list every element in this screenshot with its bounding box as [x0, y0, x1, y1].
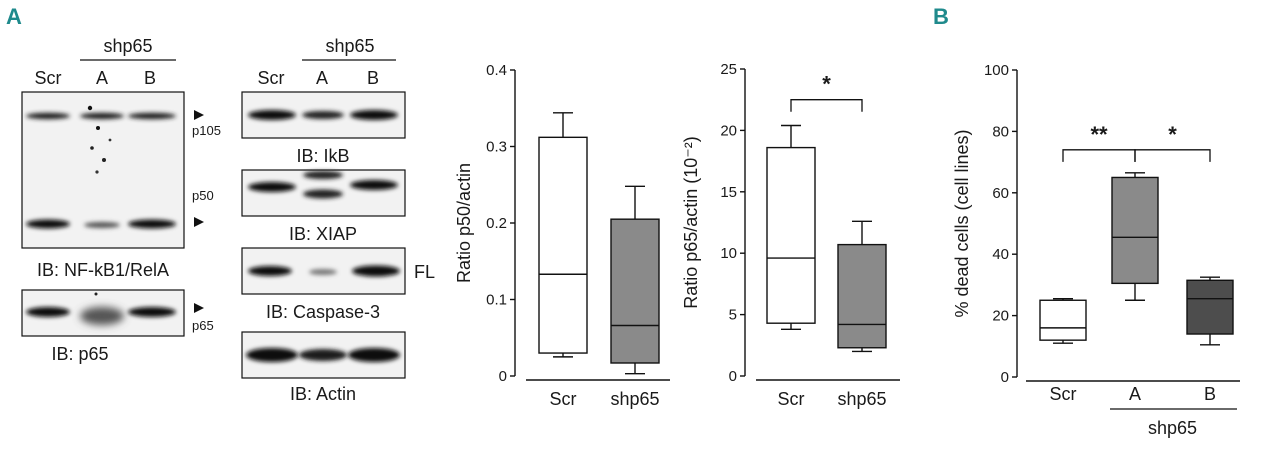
box-shp65 — [610, 218, 660, 364]
x-category-label: B — [1204, 384, 1216, 404]
band-xiap-a-upper — [303, 171, 343, 179]
left-lane-b: B — [144, 68, 156, 88]
y-axis-title: % dead cells (cell lines) — [952, 129, 972, 317]
caption-caspase3: IB: Caspase-3 — [266, 302, 380, 322]
x-category-label: shp65 — [837, 389, 886, 409]
y-axis-title: Ratio p65/actin (10⁻²) — [681, 136, 701, 309]
caption-p65: IB: p65 — [51, 344, 108, 364]
y-tick-label: 0 — [729, 368, 737, 385]
y-tick-label: 80 — [992, 123, 1009, 140]
arrow-p50-icon — [194, 217, 204, 227]
blot-speck — [108, 138, 112, 142]
arrow-p105-icon — [194, 110, 204, 120]
middle-shp65-label: shp65 — [325, 36, 374, 56]
y-tick-label: 100 — [984, 62, 1009, 79]
y-tick-label: 0 — [1001, 369, 1009, 386]
significance-stars: * — [1168, 122, 1177, 147]
panel-letter-a: A — [6, 4, 22, 29]
y-tick-label: 15 — [720, 184, 737, 201]
arrow-p65-icon — [194, 303, 204, 313]
significance-stars: ** — [1090, 122, 1108, 147]
blot-speck — [96, 126, 100, 130]
band-p50-scr — [26, 219, 70, 229]
y-tick-label: 20 — [992, 308, 1009, 325]
band-xiap-a-lower — [303, 189, 343, 199]
group-label: shp65 — [1148, 418, 1197, 438]
middle-lane-b: B — [367, 68, 379, 88]
blot-speck — [87, 105, 93, 111]
box-a — [1111, 176, 1159, 285]
band-xiap-b — [350, 180, 398, 190]
y-tick-label: 0.4 — [486, 62, 507, 79]
band-p65-a — [80, 307, 124, 325]
label-p105: p105 — [192, 123, 221, 138]
blot-speck — [90, 146, 94, 150]
middle-blot-group: shp65 Scr A B IB: IkB IB: XIAP FL IB: Ca… — [241, 36, 435, 404]
caption-xiap: IB: XIAP — [289, 224, 357, 244]
blot-speck — [102, 158, 106, 162]
band-ikb-a — [302, 111, 344, 119]
band-p50-a — [84, 222, 120, 228]
band-p105-b — [128, 112, 176, 120]
significance-stars: * — [822, 72, 831, 97]
band-p65-scr — [26, 307, 70, 317]
y-axis-title: Ratio p50/actin — [454, 163, 474, 283]
left-blot-group: shp65 Scr A B p105 p50 IB: NF-kB1/RelA p… — [21, 36, 221, 364]
band-p65-b — [128, 307, 176, 317]
label-fl: FL — [414, 262, 435, 282]
y-tick-label: 5 — [729, 307, 737, 324]
left-shp65-label: shp65 — [103, 36, 152, 56]
significance-bracket — [790, 99, 863, 112]
box-scr — [766, 146, 816, 324]
band-ikb-scr — [248, 110, 296, 120]
y-tick-label: 0.3 — [486, 139, 507, 156]
y-tick-label: 10 — [720, 245, 737, 262]
chart-p50-actin: 0 0.1 0.2 0.3 0.4 Ratio p50/actin Scr shp65 — [454, 62, 670, 409]
box-scr — [538, 136, 588, 354]
x-category-label: Scr — [1050, 384, 1077, 404]
caption-nfkb: IB: NF-kB1/RelA — [37, 260, 169, 280]
band-actin-b — [348, 348, 400, 362]
box-b — [1186, 279, 1234, 335]
band-caspase3-a — [309, 269, 337, 275]
left-lane-scr: Scr — [35, 68, 62, 88]
band-p105-scr — [26, 112, 70, 120]
significance-bracket — [1062, 149, 1136, 162]
blot-speck — [94, 292, 98, 296]
band-actin-a — [299, 349, 347, 361]
y-tick-label: 60 — [992, 185, 1009, 202]
x-category-label: shp65 — [610, 389, 659, 409]
left-lane-a: A — [96, 68, 108, 88]
band-xiap-scr — [248, 182, 296, 192]
chart-dead-cells: 0 20 40 60 80 100 % dead cells (cell lines) Scr… — [952, 62, 1240, 438]
significance-bracket — [1134, 149, 1211, 162]
x-category-label: Scr — [550, 389, 577, 409]
band-caspase3-scr — [248, 266, 292, 276]
y-tick-label: 25 — [720, 61, 737, 78]
band-actin-scr — [246, 348, 298, 362]
chart-p65-actin: 0 5 10 15 20 25 Ratio p65/actin (10⁻²) Scr shp65… — [681, 61, 900, 409]
label-p65: p65 — [192, 318, 214, 333]
box-shp65 — [837, 243, 887, 349]
blot-speck — [95, 170, 99, 174]
middle-lane-a: A — [316, 68, 328, 88]
label-p50: p50 — [192, 188, 214, 203]
y-tick-label: 0.2 — [486, 215, 507, 232]
band-caspase3-b — [352, 265, 400, 277]
y-tick-label: 0 — [499, 368, 507, 385]
box-scr — [1039, 299, 1087, 341]
x-category-label: A — [1129, 384, 1141, 404]
panel-letter-b: B — [933, 4, 949, 29]
y-tick-label: 20 — [720, 122, 737, 139]
band-p105-a — [80, 112, 124, 120]
band-p50-b — [128, 219, 176, 229]
middle-lane-scr: Scr — [258, 68, 285, 88]
caption-actin: IB: Actin — [290, 384, 356, 404]
caption-ikb: IB: IkB — [296, 146, 349, 166]
x-category-label: Scr — [778, 389, 805, 409]
band-ikb-b — [350, 110, 398, 120]
y-tick-label: 0.1 — [486, 292, 507, 309]
y-tick-label: 40 — [992, 246, 1009, 263]
